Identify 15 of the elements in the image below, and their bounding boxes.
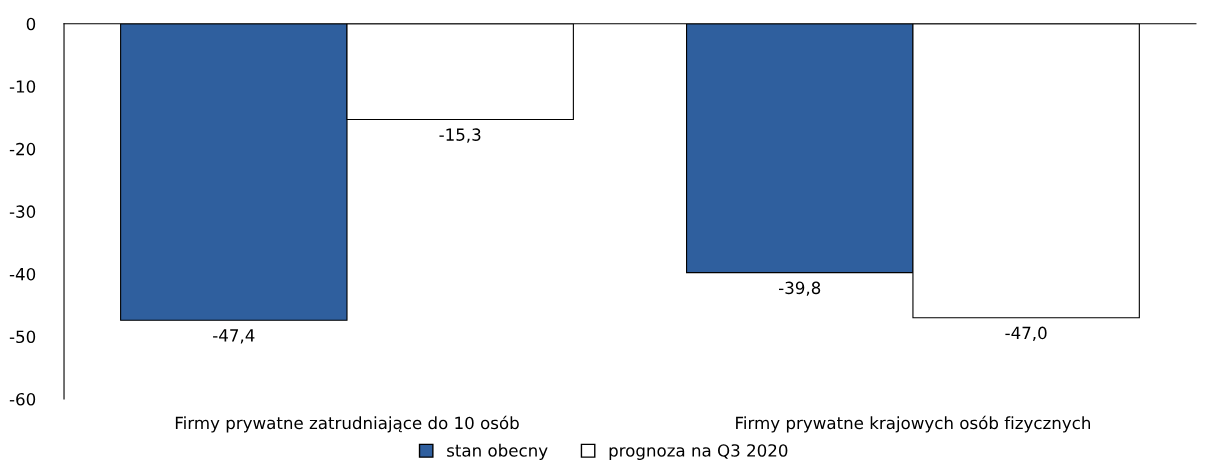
data-label: -47,0 [1005, 326, 1047, 341]
y-tick-label: 0 [26, 17, 36, 31]
y-tick-label: -50 [9, 330, 36, 344]
x-tick-label: Firmy prywatne krajowych osób fizycznych [736, 415, 1091, 433]
x-tick-label: Firmy prywatne zatrudniające do 10 osób [175, 415, 519, 433]
y-tick-label: -20 [9, 142, 36, 156]
y-tick-label: -10 [9, 80, 36, 93]
data-label: -39,8 [779, 281, 821, 296]
data-label: -47,4 [213, 329, 255, 344]
legend-label: stan obecny [447, 443, 548, 460]
y-tick-label: -60 [9, 392, 36, 406]
y-tick-label: -40 [9, 267, 36, 281]
legend-label: prognoza na Q3 2020 [609, 444, 788, 460]
data-label: -15,3 [439, 128, 481, 143]
y-tick-label: -30 [9, 205, 36, 218]
